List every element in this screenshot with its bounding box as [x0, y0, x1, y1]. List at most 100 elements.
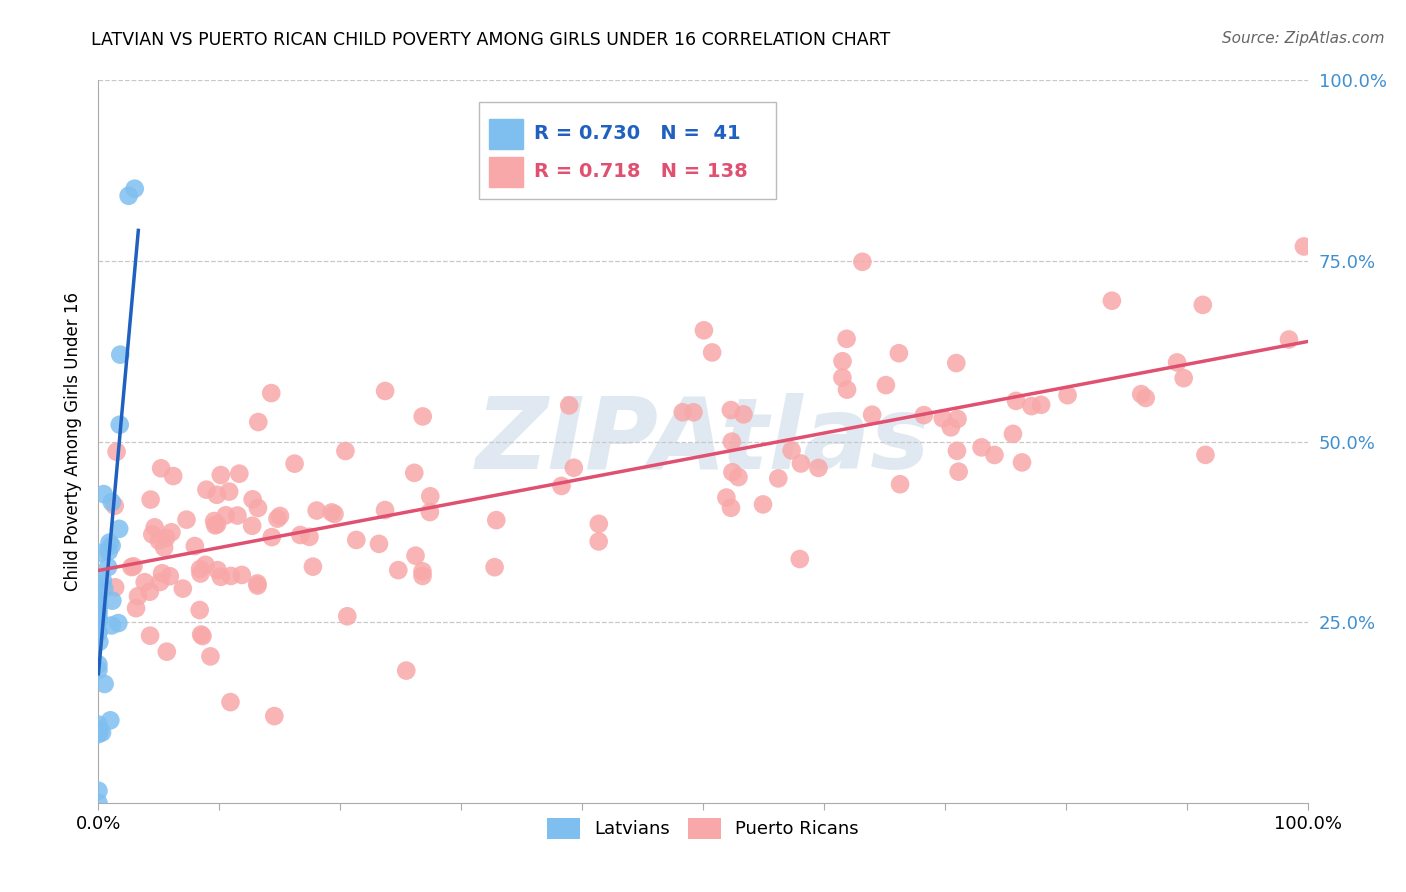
Point — [1011, 455, 1033, 469]
Point — [139, 492, 162, 507]
Point — [851, 255, 873, 269]
Point — [219, 569, 242, 583]
Point — [970, 441, 993, 455]
Point — [200, 649, 222, 664]
Point — [87, 727, 110, 741]
Point — [752, 497, 775, 511]
Point — [1292, 239, 1315, 253]
Point — [305, 503, 328, 517]
Text: R = 0.730   N =  41: R = 0.730 N = 41 — [534, 123, 741, 143]
Point — [122, 559, 145, 574]
Point — [87, 604, 110, 618]
Point — [721, 434, 744, 449]
Point — [335, 444, 357, 458]
Point — [682, 405, 704, 419]
Legend: Latvians, Puerto Ricans: Latvians, Puerto Ricans — [540, 811, 866, 846]
Point — [150, 566, 173, 581]
Y-axis label: Child Poverty Among Girls Under 16: Child Poverty Among Girls Under 16 — [65, 292, 83, 591]
Point — [118, 188, 141, 202]
Point — [240, 518, 263, 533]
Point — [159, 569, 181, 583]
Point — [100, 539, 122, 553]
Point — [1029, 398, 1052, 412]
Point — [946, 412, 969, 426]
Point — [939, 420, 962, 434]
Point — [188, 603, 211, 617]
Point — [87, 663, 110, 677]
Point — [124, 182, 146, 196]
Point — [100, 618, 122, 632]
Point — [1021, 399, 1043, 413]
Point — [141, 527, 163, 541]
Point — [204, 518, 226, 533]
Text: ZIPAtlas: ZIPAtlas — [475, 393, 931, 490]
Point — [1001, 426, 1024, 441]
Point — [190, 627, 212, 641]
Point — [87, 625, 110, 640]
Point — [562, 460, 585, 475]
Point — [91, 725, 114, 739]
Point — [231, 568, 253, 582]
Point — [93, 582, 115, 596]
Point — [323, 507, 346, 521]
Point — [860, 408, 883, 422]
Point — [207, 563, 229, 577]
Text: LATVIAN VS PUERTO RICAN CHILD POVERTY AMONG GIRLS UNDER 16 CORRELATION CHART: LATVIAN VS PUERTO RICAN CHILD POVERTY AM… — [91, 31, 890, 49]
Point — [228, 467, 250, 481]
Point — [374, 384, 396, 398]
FancyBboxPatch shape — [479, 102, 776, 200]
Point — [246, 579, 269, 593]
Point — [875, 378, 897, 392]
Point — [887, 346, 910, 360]
Point — [395, 664, 418, 678]
Point — [191, 629, 214, 643]
Point — [101, 593, 124, 607]
Point — [87, 726, 110, 740]
Point — [134, 575, 156, 590]
Point — [983, 448, 1005, 462]
Point — [835, 332, 858, 346]
Point — [946, 443, 969, 458]
Point — [720, 403, 742, 417]
Point — [205, 488, 228, 502]
Point — [789, 552, 811, 566]
Point — [104, 499, 127, 513]
Point — [172, 582, 194, 596]
Point — [721, 465, 744, 479]
Point — [219, 695, 242, 709]
Point — [87, 612, 110, 626]
Point — [1278, 333, 1301, 347]
Point — [558, 398, 581, 412]
Point — [97, 544, 120, 558]
Point — [139, 584, 162, 599]
Point — [90, 546, 112, 560]
Point — [1005, 393, 1028, 408]
Point — [672, 405, 695, 419]
Point — [89, 724, 111, 739]
Point — [87, 717, 110, 731]
Point — [87, 723, 110, 737]
Point — [485, 513, 508, 527]
Point — [419, 489, 441, 503]
Point — [733, 408, 755, 422]
Point — [831, 370, 853, 384]
Point — [484, 560, 506, 574]
Point — [139, 629, 162, 643]
Point — [194, 558, 217, 572]
Point — [87, 576, 110, 591]
Point — [693, 323, 716, 337]
Point — [807, 461, 830, 475]
Point — [218, 484, 240, 499]
Point — [143, 520, 166, 534]
Point — [108, 417, 131, 432]
Point — [419, 505, 441, 519]
Point — [205, 517, 228, 532]
Point — [156, 645, 179, 659]
Point — [269, 508, 291, 523]
Point — [835, 383, 858, 397]
Point — [155, 531, 177, 545]
Point — [368, 537, 391, 551]
Point — [242, 492, 264, 507]
Point — [87, 600, 110, 615]
Point — [93, 487, 115, 501]
